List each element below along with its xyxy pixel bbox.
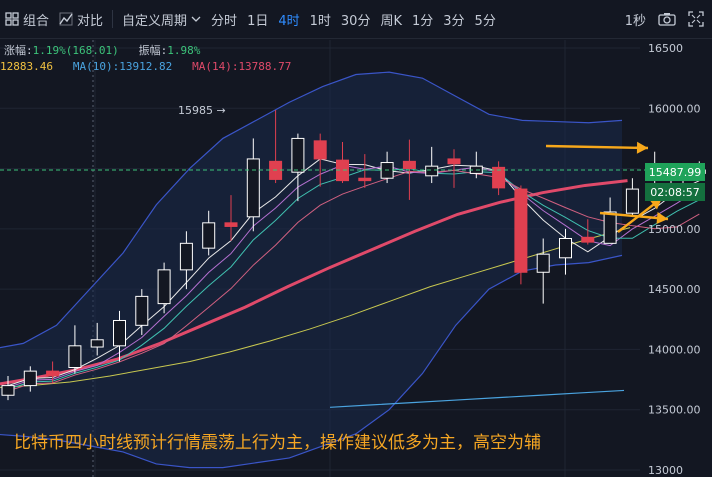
arrow-shaft bbox=[599, 211, 669, 221]
price-tick-label: 13500.00 bbox=[648, 404, 701, 417]
change-label: 涨幅: bbox=[4, 44, 33, 57]
arrow-shaft bbox=[545, 144, 649, 150]
price-tick-label: 14500.00 bbox=[648, 283, 701, 296]
refresh-rate-label[interactable]: 1秒 bbox=[624, 13, 646, 29]
candle-body bbox=[402, 160, 416, 170]
interval-label: 1日 bbox=[247, 13, 269, 29]
candle-body bbox=[425, 165, 439, 177]
countdown-tag: 02:08:57 bbox=[645, 183, 705, 201]
high-marker-label: 15985 → bbox=[178, 104, 226, 117]
ma10-label: MA(10): bbox=[72, 60, 120, 73]
custom-period-dropdown[interactable]: 自定义周期 bbox=[117, 0, 206, 38]
analysis-caption: 比特币四小时线预计行情震荡上行为主，操作建议低多为主，高空为辅 bbox=[14, 433, 541, 453]
moving-average-info: 12883.46 MA(10):13912.82 MA(14):13788.77 bbox=[0, 60, 291, 73]
price-tick-label: 16000.00 bbox=[648, 102, 701, 115]
candle-body bbox=[202, 222, 216, 249]
candle-body bbox=[224, 222, 238, 227]
interval-tab-3m[interactable]: 3分 bbox=[438, 0, 469, 38]
current-price-tag: 15487.99 bbox=[645, 163, 705, 181]
ma10-value: 13912.82 bbox=[119, 60, 173, 73]
annotation-arrow-right-lower bbox=[599, 211, 669, 225]
combine-button[interactable]: 组合 bbox=[0, 0, 54, 38]
interval-tab-30m[interactable]: 30分 bbox=[336, 0, 376, 38]
candle-body bbox=[1, 385, 15, 396]
compare-icon bbox=[59, 12, 73, 26]
fullscreen-icon[interactable] bbox=[688, 11, 704, 27]
bollinger-lower-line bbox=[0, 254, 623, 469]
ma10-line bbox=[329, 389, 625, 408]
candle-body bbox=[447, 158, 461, 165]
camera-icon[interactable] bbox=[658, 12, 676, 26]
candle-body bbox=[625, 188, 639, 214]
compare-button[interactable]: 对比 bbox=[54, 0, 108, 38]
candle-body bbox=[536, 253, 550, 273]
interval-tab-4h[interactable]: 4时 bbox=[273, 0, 304, 38]
interval-label: 周K bbox=[380, 13, 402, 29]
interval-label: 分时 bbox=[211, 13, 238, 29]
candle-body bbox=[23, 370, 37, 387]
price-tick-label: 13000 bbox=[648, 464, 683, 477]
price-change-info: 涨幅:1.19%(168.01) 振幅:1.98% bbox=[4, 42, 200, 58]
candle-body bbox=[313, 140, 327, 160]
interval-label: 4时 bbox=[278, 13, 300, 29]
ma-short-line bbox=[7, 168, 700, 390]
interval-tab-1d[interactable]: 1日 bbox=[242, 0, 273, 38]
candle-body bbox=[90, 339, 104, 348]
bollinger-band bbox=[0, 71, 623, 469]
current-price-value: 15487.99 bbox=[648, 165, 702, 179]
interval-label: 5分 bbox=[474, 13, 496, 29]
interval-tab-week[interactable]: 周K bbox=[375, 0, 407, 38]
change-value: 1.19%(168.01) bbox=[32, 44, 119, 57]
interval-label: 1分 bbox=[411, 13, 434, 29]
candle-body bbox=[246, 158, 260, 218]
candle-body bbox=[113, 319, 126, 347]
toolbar-right-tools: 1秒 bbox=[625, 0, 704, 38]
combine-label: 组合 bbox=[23, 13, 50, 29]
candle-body bbox=[559, 238, 572, 259]
candle-body bbox=[581, 236, 595, 243]
bollinger-fill bbox=[0, 72, 622, 468]
toolbar-divider bbox=[112, 10, 114, 28]
candle-body bbox=[157, 269, 171, 305]
ma14-value: 13788.77 bbox=[238, 60, 292, 73]
arrow-head bbox=[636, 141, 648, 154]
candle-body bbox=[291, 137, 305, 173]
arrow-head bbox=[656, 212, 668, 225]
candle-body bbox=[492, 166, 506, 189]
price-axis: 1650016000.0015500.0015000.0014500.00140… bbox=[648, 42, 701, 477]
amplitude-label: 振幅: bbox=[138, 44, 168, 57]
interval-tab-1h[interactable]: 1时 bbox=[305, 0, 336, 38]
candle-body bbox=[358, 177, 372, 182]
grid-icon bbox=[5, 12, 19, 26]
candle-body bbox=[603, 211, 617, 244]
candle-body bbox=[514, 188, 528, 273]
compare-label: 对比 bbox=[77, 13, 104, 29]
candle-body bbox=[68, 345, 82, 369]
interval-label: 3分 bbox=[443, 13, 465, 29]
candles bbox=[1, 110, 706, 401]
ma-short-line bbox=[7, 169, 700, 392]
custom-period-label: 自定义周期 bbox=[122, 13, 188, 29]
candlestick-chart[interactable]: 1650016000.0015500.0015000.0014500.00140… bbox=[0, 38, 712, 477]
chart-toolbar: 组合 对比 自定义周期 分时 1日 4时 1时 30分 周K 1分 3分 5分 … bbox=[0, 0, 712, 39]
annotation-arrow-right bbox=[545, 141, 649, 154]
price-tick-label: 14000.00 bbox=[648, 343, 701, 356]
price-tick-label: 16500 bbox=[648, 42, 683, 55]
ma14-label: MA(14): bbox=[192, 60, 239, 73]
candle-body bbox=[46, 370, 60, 377]
candle-body bbox=[179, 242, 193, 271]
interval-tab-5m[interactable]: 5分 bbox=[470, 0, 501, 38]
price-tick-label: 15000.00 bbox=[648, 223, 701, 236]
candle-body bbox=[135, 295, 149, 326]
amplitude-value: 1.98% bbox=[167, 44, 201, 57]
interval-label: 30分 bbox=[340, 13, 371, 29]
ma-partial-value: 12883.46 bbox=[0, 60, 53, 73]
chevron-down-icon bbox=[191, 16, 201, 22]
interval-tab-fenshi[interactable]: 分时 bbox=[206, 0, 242, 38]
interval-tab-1m[interactable]: 1分 bbox=[407, 0, 438, 38]
interval-label: 1时 bbox=[309, 13, 331, 29]
bollinger-upper-line bbox=[0, 71, 623, 349]
countdown-value: 02:08:57 bbox=[650, 185, 700, 199]
